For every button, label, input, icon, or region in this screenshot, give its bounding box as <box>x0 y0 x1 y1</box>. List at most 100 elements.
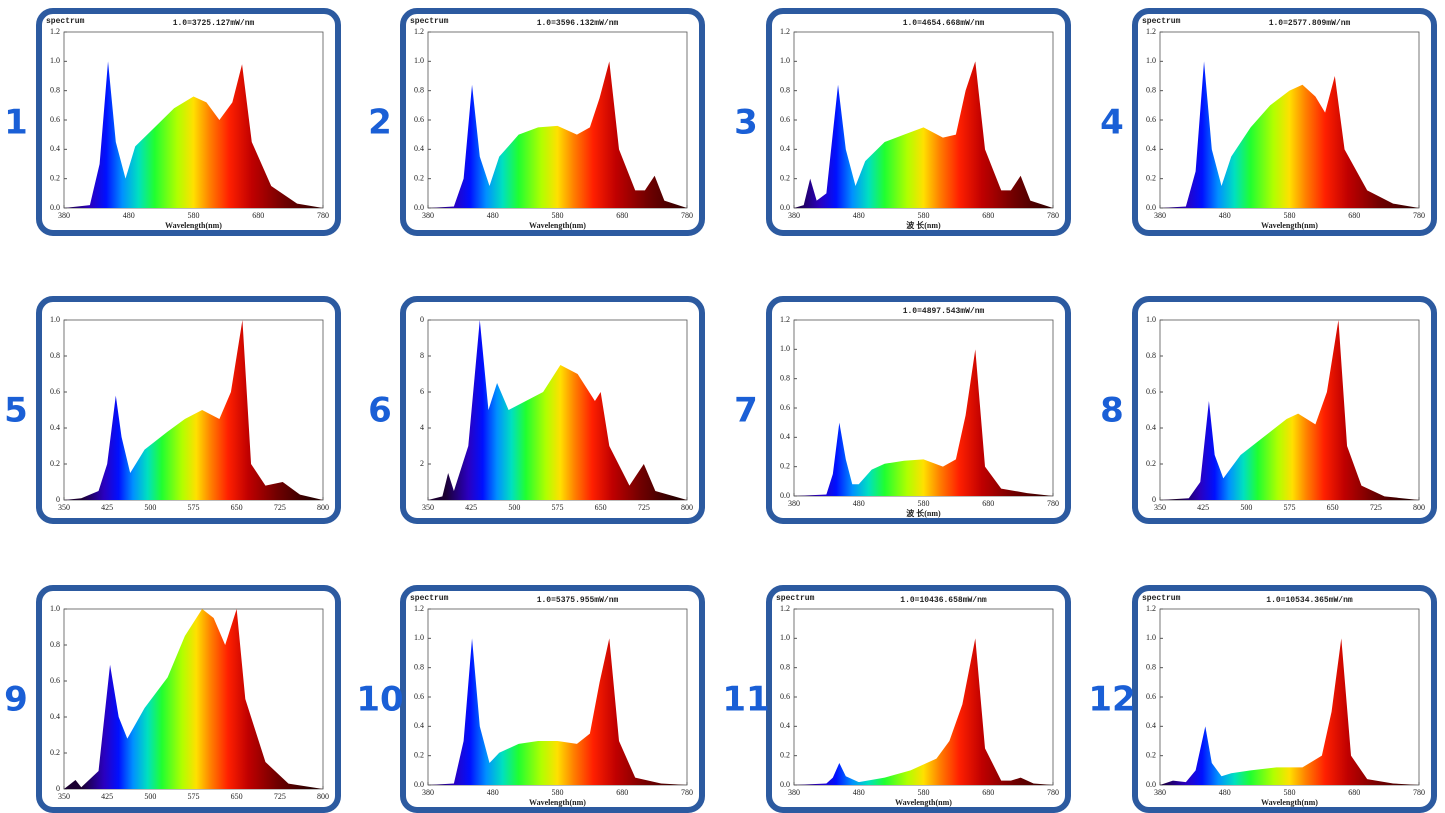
panel-number: 11 <box>722 680 769 720</box>
y-tick-label: 0.4 <box>414 144 424 153</box>
y-tick-label: 0 <box>420 315 424 324</box>
chart-title: spectrum <box>1142 17 1181 26</box>
x-tick-label: 480 <box>487 788 499 797</box>
y-tick-label: 0.8 <box>1146 85 1156 94</box>
chart-title: spectrum <box>46 17 85 26</box>
y-tick-label: 0 <box>56 495 60 504</box>
y-tick-label: 0 <box>56 784 60 793</box>
y-tick-label: 6 <box>420 387 424 396</box>
x-tick-label: 580 <box>918 788 930 797</box>
y-tick-label: 0.2 <box>1146 173 1156 182</box>
y-tick-label: 0.6 <box>1146 115 1156 124</box>
x-tick-label: 500 <box>1240 503 1252 512</box>
y-tick-label: 0.0 <box>780 203 790 212</box>
x-tick-label: 680 <box>982 211 994 220</box>
x-axis-label: 波 长(nm) <box>906 508 941 518</box>
y-tick-label: 0.2 <box>414 173 424 182</box>
x-tick-label: 380 <box>1154 211 1166 220</box>
y-tick-label: 0.4 <box>50 423 60 432</box>
y-tick-label: 1.0 <box>1146 56 1156 65</box>
panel-number: 3 <box>734 103 758 143</box>
y-tick-label: 0.2 <box>414 750 424 759</box>
x-tick-label: 425 <box>101 792 113 801</box>
annotation: 1.0=10534.365mW/nm <box>1266 596 1353 605</box>
panel-number: 1 <box>4 103 28 143</box>
x-tick-label: 350 <box>422 503 434 512</box>
panel-number: 6 <box>368 391 392 431</box>
y-tick-label: 1.2 <box>50 27 60 36</box>
y-tick-label: 0.2 <box>1146 459 1156 468</box>
x-axis-label: Wavelength(nm) <box>529 221 586 230</box>
x-tick-label: 580 <box>1284 788 1296 797</box>
chart-title: spectrum <box>410 17 449 26</box>
x-axis-label: Wavelength(nm) <box>1261 221 1318 230</box>
annotation: 1.0=3596.132mW/nm <box>537 19 619 28</box>
y-tick-label: 0.4 <box>1146 423 1156 432</box>
y-tick-label: 0.4 <box>1146 721 1156 730</box>
panel-number: 4 <box>1100 103 1124 143</box>
y-tick-label: 0.4 <box>50 712 60 721</box>
x-tick-label: 500 <box>144 792 156 801</box>
x-tick-label: 425 <box>1197 503 1209 512</box>
y-tick-label: 0.6 <box>414 692 424 701</box>
y-tick-label: 1.2 <box>1146 27 1156 36</box>
x-tick-label: 480 <box>487 211 499 220</box>
y-tick-label: 1.0 <box>780 344 790 353</box>
x-axis-label: 波 长(nm) <box>906 220 941 230</box>
x-tick-label: 380 <box>422 788 434 797</box>
x-axis-label: Wavelength(nm) <box>1261 798 1318 807</box>
y-tick-label: 0.4 <box>1146 144 1156 153</box>
spectrum-area <box>428 61 687 209</box>
x-tick-label: 575 <box>188 503 200 512</box>
y-tick-label: 1.2 <box>1146 604 1156 613</box>
annotation: 1.0=4897.543mW/nm <box>903 307 985 316</box>
x-tick-label: 380 <box>422 211 434 220</box>
y-tick-label: 0.8 <box>780 373 790 382</box>
y-tick-label: 0.8 <box>780 85 790 94</box>
y-tick-label: 0.0 <box>1146 203 1156 212</box>
x-tick-label: 350 <box>1154 503 1166 512</box>
y-tick-label: 0.2 <box>780 461 790 470</box>
annotation: 1.0=4654.668mW/nm <box>903 19 985 28</box>
y-tick-label: 1.2 <box>780 604 790 613</box>
x-axis-label: Wavelength(nm) <box>165 221 222 230</box>
y-tick-label: 0.4 <box>780 144 790 153</box>
chart-title: spectrum <box>410 594 449 603</box>
chart-title: spectrum <box>776 594 815 603</box>
y-tick-label: 0.0 <box>50 203 60 212</box>
x-tick-label: 780 <box>1413 211 1425 220</box>
x-tick-label: 680 <box>616 788 628 797</box>
x-axis-label: Wavelength(nm) <box>529 798 586 807</box>
x-tick-label: 425 <box>101 503 113 512</box>
x-tick-label: 580 <box>188 211 200 220</box>
y-tick-label: 0.8 <box>414 85 424 94</box>
x-tick-label: 780 <box>1047 499 1059 508</box>
y-tick-label: 0.2 <box>1146 750 1156 759</box>
x-tick-label: 380 <box>788 211 800 220</box>
x-tick-label: 780 <box>1047 788 1059 797</box>
x-tick-label: 480 <box>123 211 135 220</box>
x-tick-label: 580 <box>918 211 930 220</box>
panel-number: 5 <box>4 391 28 431</box>
y-tick-label: 1.0 <box>50 315 60 324</box>
x-tick-label: 725 <box>638 503 650 512</box>
y-tick-label: 0.6 <box>780 403 790 412</box>
y-tick-label: 0.0 <box>780 491 790 500</box>
y-tick-label: 1.0 <box>780 633 790 642</box>
y-tick-label: 1.2 <box>780 27 790 36</box>
x-tick-label: 650 <box>231 792 243 801</box>
y-tick-label: 1.0 <box>50 56 60 65</box>
y-tick-label: 0.6 <box>1146 692 1156 701</box>
y-tick-label: 0.6 <box>414 115 424 124</box>
spectrum-area <box>64 61 323 209</box>
y-tick-label: 0.2 <box>50 459 60 468</box>
spectrum-area <box>64 320 323 500</box>
x-tick-label: 480 <box>853 211 865 220</box>
spectrum-area <box>428 638 687 785</box>
y-tick-label: 0.8 <box>50 85 60 94</box>
x-tick-label: 575 <box>188 792 200 801</box>
x-tick-label: 350 <box>58 792 70 801</box>
x-tick-label: 680 <box>1348 788 1360 797</box>
x-tick-label: 800 <box>1413 503 1425 512</box>
